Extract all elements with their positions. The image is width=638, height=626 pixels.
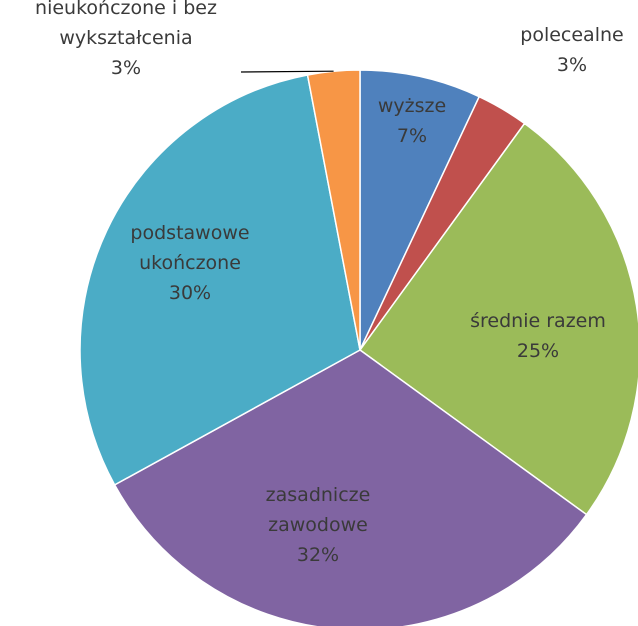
slice-name-line: średnie razem (470, 310, 606, 332)
slice-value-label: 3% (111, 57, 141, 79)
slice-label: podstawowenieukończone i bezwykształceni… (35, 0, 217, 79)
slice-name-line: wykształcenia (59, 27, 192, 49)
slice-value-label: 32% (297, 544, 339, 566)
slice-name-line: nieukończone i bez (35, 0, 217, 19)
slice-label: polecealne 3% (520, 24, 623, 76)
slice-label: średnie razem 25% (470, 310, 606, 362)
leader-line (240, 70, 334, 73)
slice-label: podstawowe ukończone 30% (130, 222, 249, 304)
slice-label: wyższe 7% (378, 95, 446, 147)
slice-name-line: zawodowe (268, 514, 368, 536)
leader-lines (240, 70, 334, 73)
slice-value-label: 30% (169, 282, 211, 304)
pie-slice (79, 74, 361, 486)
slice-label: zasadnicze zawodowe 32% (266, 484, 371, 566)
pie-slices (79, 69, 638, 626)
slice-labels: wyższe 7% polecealne 3% średnie razem 25% zasa… (35, 0, 624, 566)
pie-slice (306, 69, 361, 351)
pie-slice (113, 349, 588, 626)
slice-name-line: podstawowe (130, 222, 249, 244)
slice-name-line: polecealne (520, 24, 623, 46)
slice-name-line: zasadnicze (266, 484, 371, 506)
slice-name-line: wyższe (378, 95, 446, 117)
slice-value-label: 7% (397, 125, 427, 147)
pie-slice (358, 122, 638, 516)
slice-value-label: 25% (517, 340, 559, 362)
slice-value-label: 3% (557, 54, 587, 76)
pie-slice (359, 69, 481, 351)
slice-name-line: ukończone (139, 252, 241, 274)
